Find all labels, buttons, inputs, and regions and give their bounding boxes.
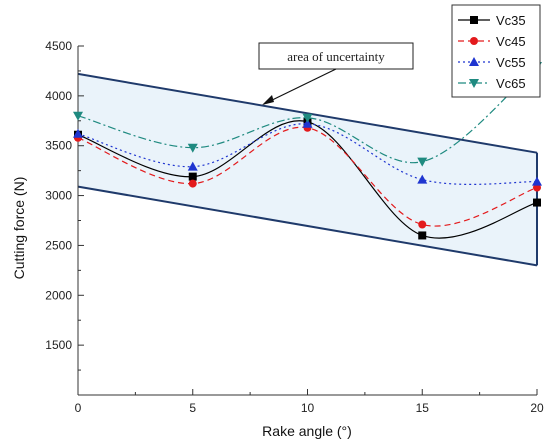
- data-point-vc65: [73, 111, 83, 121]
- data-point-vc35: [188, 172, 197, 181]
- y-axis-label: Cutting force (N): [11, 177, 27, 280]
- x-tick-label: 5: [189, 401, 196, 415]
- data-point-vc55: [187, 161, 198, 171]
- legend-label-vc45: Vc45: [496, 34, 526, 49]
- y-tick-label: 3500: [45, 139, 72, 153]
- y-tick-label: 3000: [45, 189, 72, 203]
- data-point-vc55: [532, 176, 542, 186]
- series-line-vc55: [77, 123, 538, 185]
- series-vc55: [73, 118, 542, 186]
- data-point-vc65: [187, 143, 198, 153]
- data-point-vc65: [302, 113, 313, 123]
- annotation-arrow: [263, 68, 337, 105]
- data-point-vc55: [302, 118, 313, 128]
- annotation-box: [258, 42, 414, 70]
- x-tick-label: 20: [530, 401, 544, 415]
- legend: Vc35 Vc45 Vc55 Vc65: [451, 4, 541, 98]
- annotation-text: area of uncertainty: [287, 49, 385, 64]
- data-point-vc45: [188, 179, 197, 188]
- legend-box: [451, 4, 541, 98]
- data-point-vc35: [533, 198, 541, 207]
- legend-marker-vc65: [469, 79, 479, 88]
- uncertainty-band-fill: [78, 73, 537, 266]
- legend-marker-vc35: [470, 16, 478, 24]
- x-tick-label: 10: [301, 401, 315, 415]
- legend-label-vc65: Vc65: [496, 76, 526, 91]
- data-point-vc45: [418, 220, 427, 229]
- x-tick-label: 15: [416, 401, 430, 415]
- annotation-arrowhead: [262, 95, 274, 105]
- y-tick-label: 2500: [45, 238, 72, 252]
- uncertainty-band-lower-edge: [77, 185, 538, 267]
- legend-marker-vc55: [469, 57, 479, 66]
- x-axis-label: Rake angle (°): [262, 423, 352, 439]
- legend-label-vc35: Vc35: [496, 13, 526, 28]
- y-tick-label: 4500: [45, 39, 72, 53]
- annotation-layer: area of uncertainty: [258, 42, 414, 105]
- y-tick-label: 2000: [45, 288, 72, 302]
- uncertainty-band-layer: [77, 72, 538, 267]
- data-point-vc65: [417, 157, 428, 167]
- x-tick-label: 0: [75, 401, 82, 415]
- axes-layer: 1500 2000 2500 3000 3500 4000 4500 0 5 10 15 20: [45, 39, 544, 415]
- data-point-vc55: [417, 174, 428, 184]
- series-line-vc65: [77, 65, 538, 164]
- legend-marker-vc45: [470, 37, 478, 45]
- legend-label-vc55: Vc55: [496, 55, 526, 70]
- y-tick-label: 4000: [45, 89, 72, 103]
- uncertainty-band-upper-edge: [77, 72, 538, 154]
- series-layer: [73, 61, 542, 240]
- data-point-vc35: [418, 231, 427, 240]
- y-tick-label: 1500: [45, 338, 72, 352]
- data-point-vc55: [73, 128, 83, 138]
